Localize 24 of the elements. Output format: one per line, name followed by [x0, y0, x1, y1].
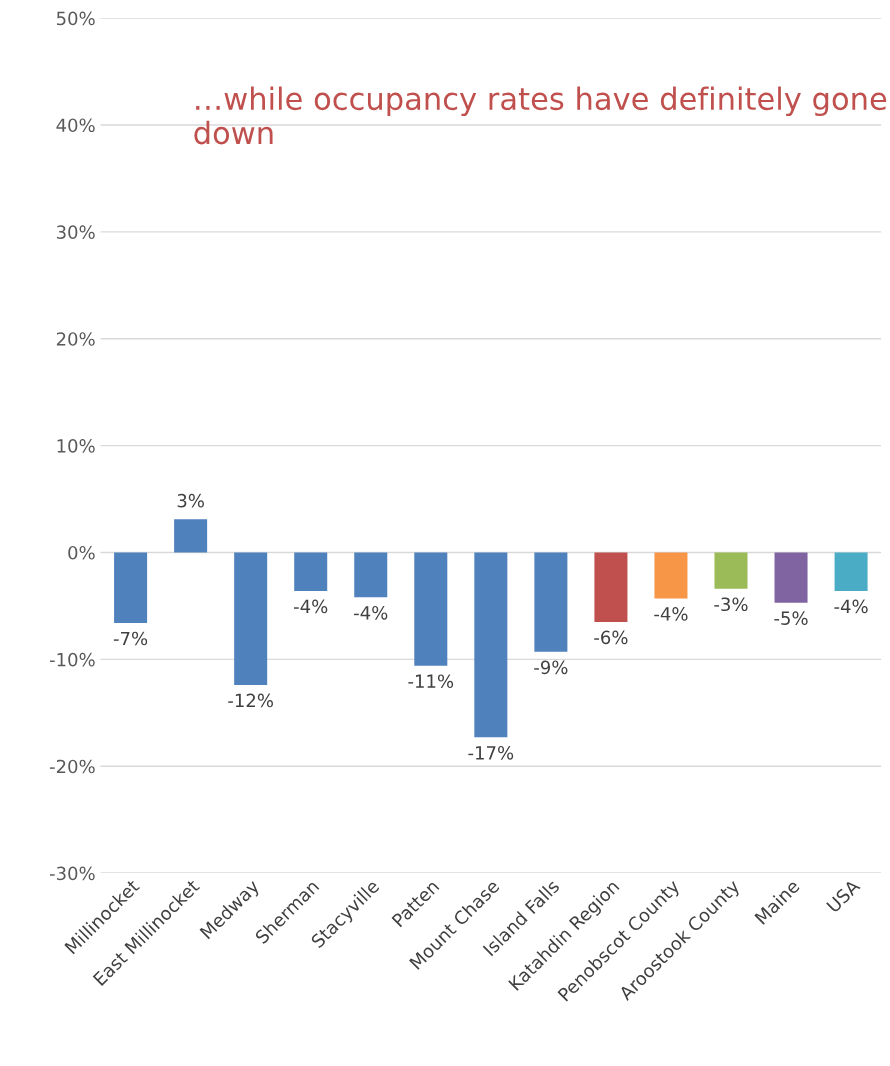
- y-tick-label: 40%: [56, 118, 95, 133]
- data-label: -4%: [354, 605, 388, 620]
- data-label: -6%: [594, 630, 628, 645]
- data-label: -4%: [654, 607, 688, 621]
- y-tick-label: -10%: [49, 652, 95, 667]
- data-label: -7%: [113, 631, 148, 646]
- data-label: -11%: [408, 674, 454, 689]
- y-tick-label: 20%: [56, 332, 95, 346]
- y-tick-label: 50%: [56, 11, 95, 26]
- data-label: -4%: [294, 599, 328, 614]
- data-label: -5%: [774, 611, 808, 625]
- data-label: -12%: [228, 693, 273, 708]
- y-tick-label: 10%: [57, 439, 95, 453]
- data-label: 3%: [177, 493, 204, 508]
- y-tick-label: -20%: [49, 759, 95, 774]
- data-label: -4%: [834, 599, 868, 614]
- y-tick-label: 30%: [56, 225, 95, 239]
- x-tick-label: USA: [825, 878, 861, 914]
- y-tick-label: 0%: [68, 545, 95, 560]
- data-label: -3%: [714, 597, 748, 612]
- annotation: …while occupancy rates have definitely gone down: [194, 86, 887, 145]
- y-tick-label: -30%: [49, 866, 95, 881]
- data-label: -9%: [534, 660, 568, 675]
- data-label: -17%: [468, 745, 514, 760]
